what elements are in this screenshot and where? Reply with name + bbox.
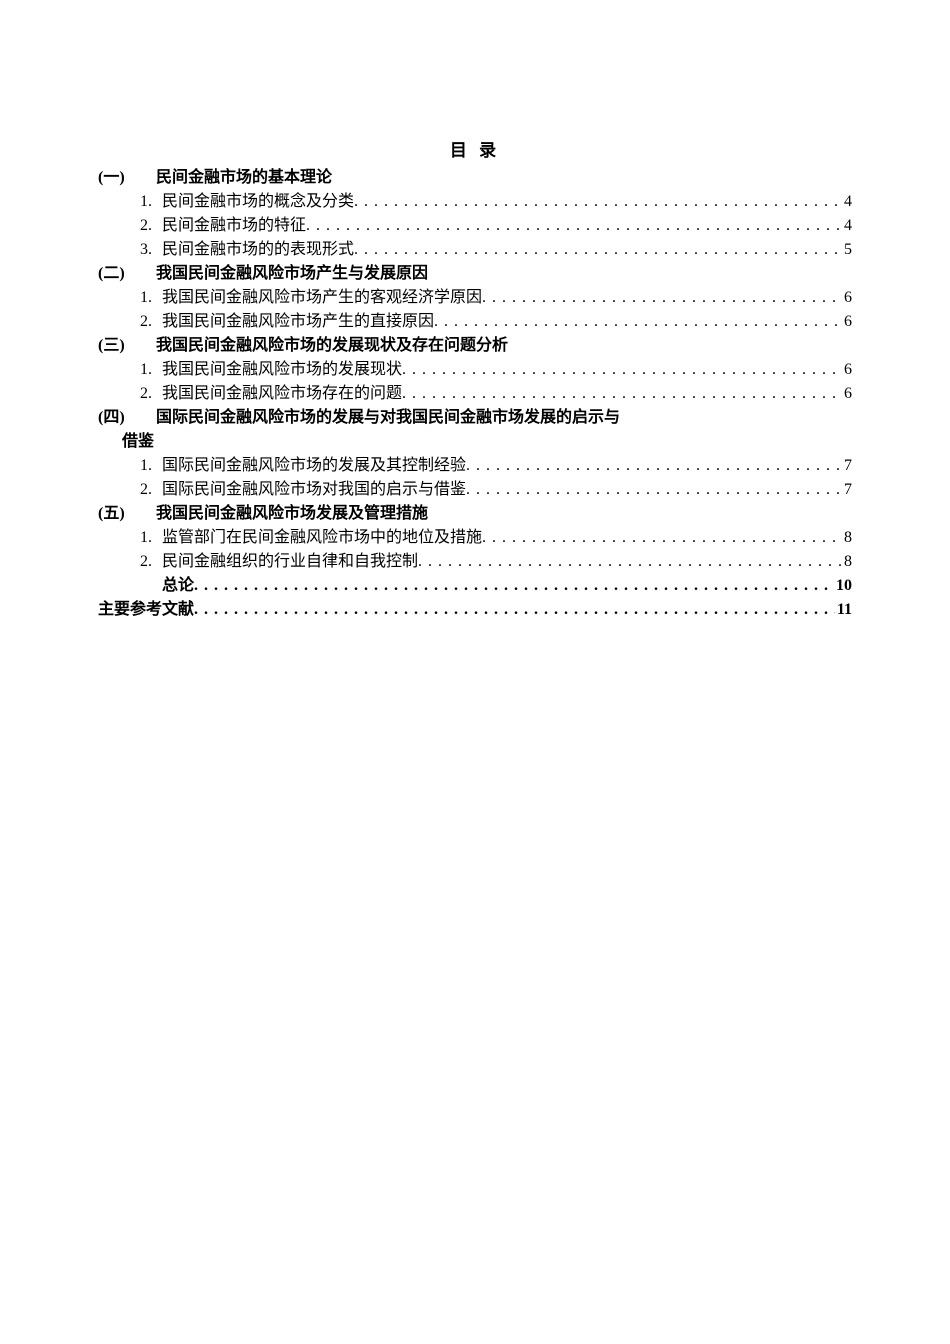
- leader-dots: [418, 550, 842, 574]
- entry-title: 民间金融市场的概念及分类: [162, 190, 354, 214]
- references-title: 主要参考文献: [98, 598, 194, 622]
- toc-title: 目 录: [98, 138, 852, 164]
- entry-title: 民间金融市场的的表现形式: [162, 238, 354, 262]
- entry-number: 1.: [98, 358, 162, 382]
- entry-title: 我国民间金融风险市场的发展现状: [162, 358, 402, 382]
- toc-entry: 1.我国民间金融风险市场产生的客观经济学原因 6: [98, 286, 852, 310]
- leader-dots: [194, 598, 835, 622]
- conclusion-title: 总论: [162, 574, 194, 598]
- entry-number: 1.: [98, 286, 162, 310]
- section-heading: (三)我国民间金融风险市场的发展现状及存在问题分析: [98, 334, 852, 358]
- section-title: 我国民间金融风险市场的发展现状及存在问题分析: [156, 334, 508, 358]
- section-number: (一): [98, 166, 156, 190]
- section-number: (四): [98, 406, 156, 430]
- section-title: 我国民间金融风险市场产生与发展原因: [156, 262, 428, 286]
- entry-title: 国际民间金融风险市场的发展及其控制经验: [162, 454, 466, 478]
- toc-entry: 1.国际民间金融风险市场的发展及其控制经验 7: [98, 454, 852, 478]
- section-heading: (一)民间金融市场的基本理论: [98, 166, 852, 190]
- entry-page: 8: [842, 550, 852, 574]
- toc-entry: 1.监管部门在民间金融风险市场中的地位及措施 8: [98, 526, 852, 550]
- entry-title: 我国民间金融风险市场产生的客观经济学原因: [162, 286, 482, 310]
- entry-page: 6: [842, 358, 852, 382]
- section-number: (五): [98, 502, 156, 526]
- entry-page: 6: [842, 286, 852, 310]
- entry-page: 4: [842, 190, 852, 214]
- entry-page: 7: [842, 454, 852, 478]
- toc-entry: 3.民间金融市场的的表现形式 5: [98, 238, 852, 262]
- leader-dots: [354, 238, 842, 262]
- leader-dots: [354, 190, 842, 214]
- entry-title: 民间金融组织的行业自律和自我控制: [162, 550, 418, 574]
- entry-title: 我国民间金融风险市场产生的直接原因: [162, 310, 434, 334]
- section-heading: (五)我国民间金融风险市场发展及管理措施: [98, 502, 852, 526]
- entry-page: 8: [842, 526, 852, 550]
- entry-number: 1.: [98, 190, 162, 214]
- entry-number: 2.: [98, 382, 162, 406]
- entry-page: 4: [842, 214, 852, 238]
- references-page: 11: [835, 598, 852, 622]
- section-title: 我国民间金融风险市场发展及管理措施: [156, 502, 428, 526]
- entry-page: 5: [842, 238, 852, 262]
- references-row: 主要参考文献 11: [98, 598, 852, 622]
- entry-number: 2.: [98, 214, 162, 238]
- entry-number: 2.: [98, 310, 162, 334]
- toc-body: (一)民间金融市场的基本理论1.民间金融市场的概念及分类42.民间金融市场的特征…: [98, 166, 852, 574]
- leader-dots: [466, 454, 842, 478]
- entry-page: 6: [842, 382, 852, 406]
- toc-entry: 1.我国民间金融风险市场的发展现状 6: [98, 358, 852, 382]
- entry-number: 3.: [98, 238, 162, 262]
- toc-entry: 2.民间金融组织的行业自律和自我控制 8: [98, 550, 852, 574]
- leader-dots: [402, 358, 842, 382]
- leader-dots: [306, 214, 842, 238]
- entry-page: 6: [842, 310, 852, 334]
- section-title: 民间金融市场的基本理论: [156, 166, 332, 190]
- conclusion-row: 总论 10: [98, 574, 852, 598]
- toc-entry: 2.我国民间金融风险市场存在的问题 6: [98, 382, 852, 406]
- entry-title: 我国民间金融风险市场存在的问题: [162, 382, 402, 406]
- leader-dots: [482, 286, 842, 310]
- leader-dots: [434, 310, 842, 334]
- entry-title: 民间金融市场的特征: [162, 214, 306, 238]
- section-number: (三): [98, 334, 156, 358]
- section-number: (二): [98, 262, 156, 286]
- section-title: 国际民间金融风险市场的发展与对我国民间金融市场发展的启示与: [156, 406, 620, 430]
- leader-dots: [194, 574, 834, 598]
- section-title-wrap: 借鉴: [98, 430, 852, 454]
- entry-page: 7: [842, 478, 852, 502]
- entry-number: 1.: [98, 526, 162, 550]
- section-heading: (二)我国民间金融风险市场产生与发展原因: [98, 262, 852, 286]
- entry-number: 2.: [98, 478, 162, 502]
- conclusion-page: 10: [834, 574, 852, 598]
- leader-dots: [482, 526, 842, 550]
- document-page: 目 录 (一)民间金融市场的基本理论1.民间金融市场的概念及分类42.民间金融市…: [0, 0, 950, 622]
- toc-entry: 2.我国民间金融风险市场产生的直接原因 6: [98, 310, 852, 334]
- entry-title: 监管部门在民间金融风险市场中的地位及措施: [162, 526, 482, 550]
- entry-title: 国际民间金融风险市场对我国的启示与借鉴: [162, 478, 466, 502]
- entry-number: 1.: [98, 454, 162, 478]
- section-heading: (四)国际民间金融风险市场的发展与对我国民间金融市场发展的启示与: [98, 406, 852, 430]
- leader-dots: [466, 478, 842, 502]
- entry-number: 2.: [98, 550, 162, 574]
- toc-entry: 2.国际民间金融风险市场对我国的启示与借鉴 7: [98, 478, 852, 502]
- toc-entry: 1.民间金融市场的概念及分类 4: [98, 190, 852, 214]
- leader-dots: [402, 382, 842, 406]
- toc-entry: 2.民间金融市场的特征 4: [98, 214, 852, 238]
